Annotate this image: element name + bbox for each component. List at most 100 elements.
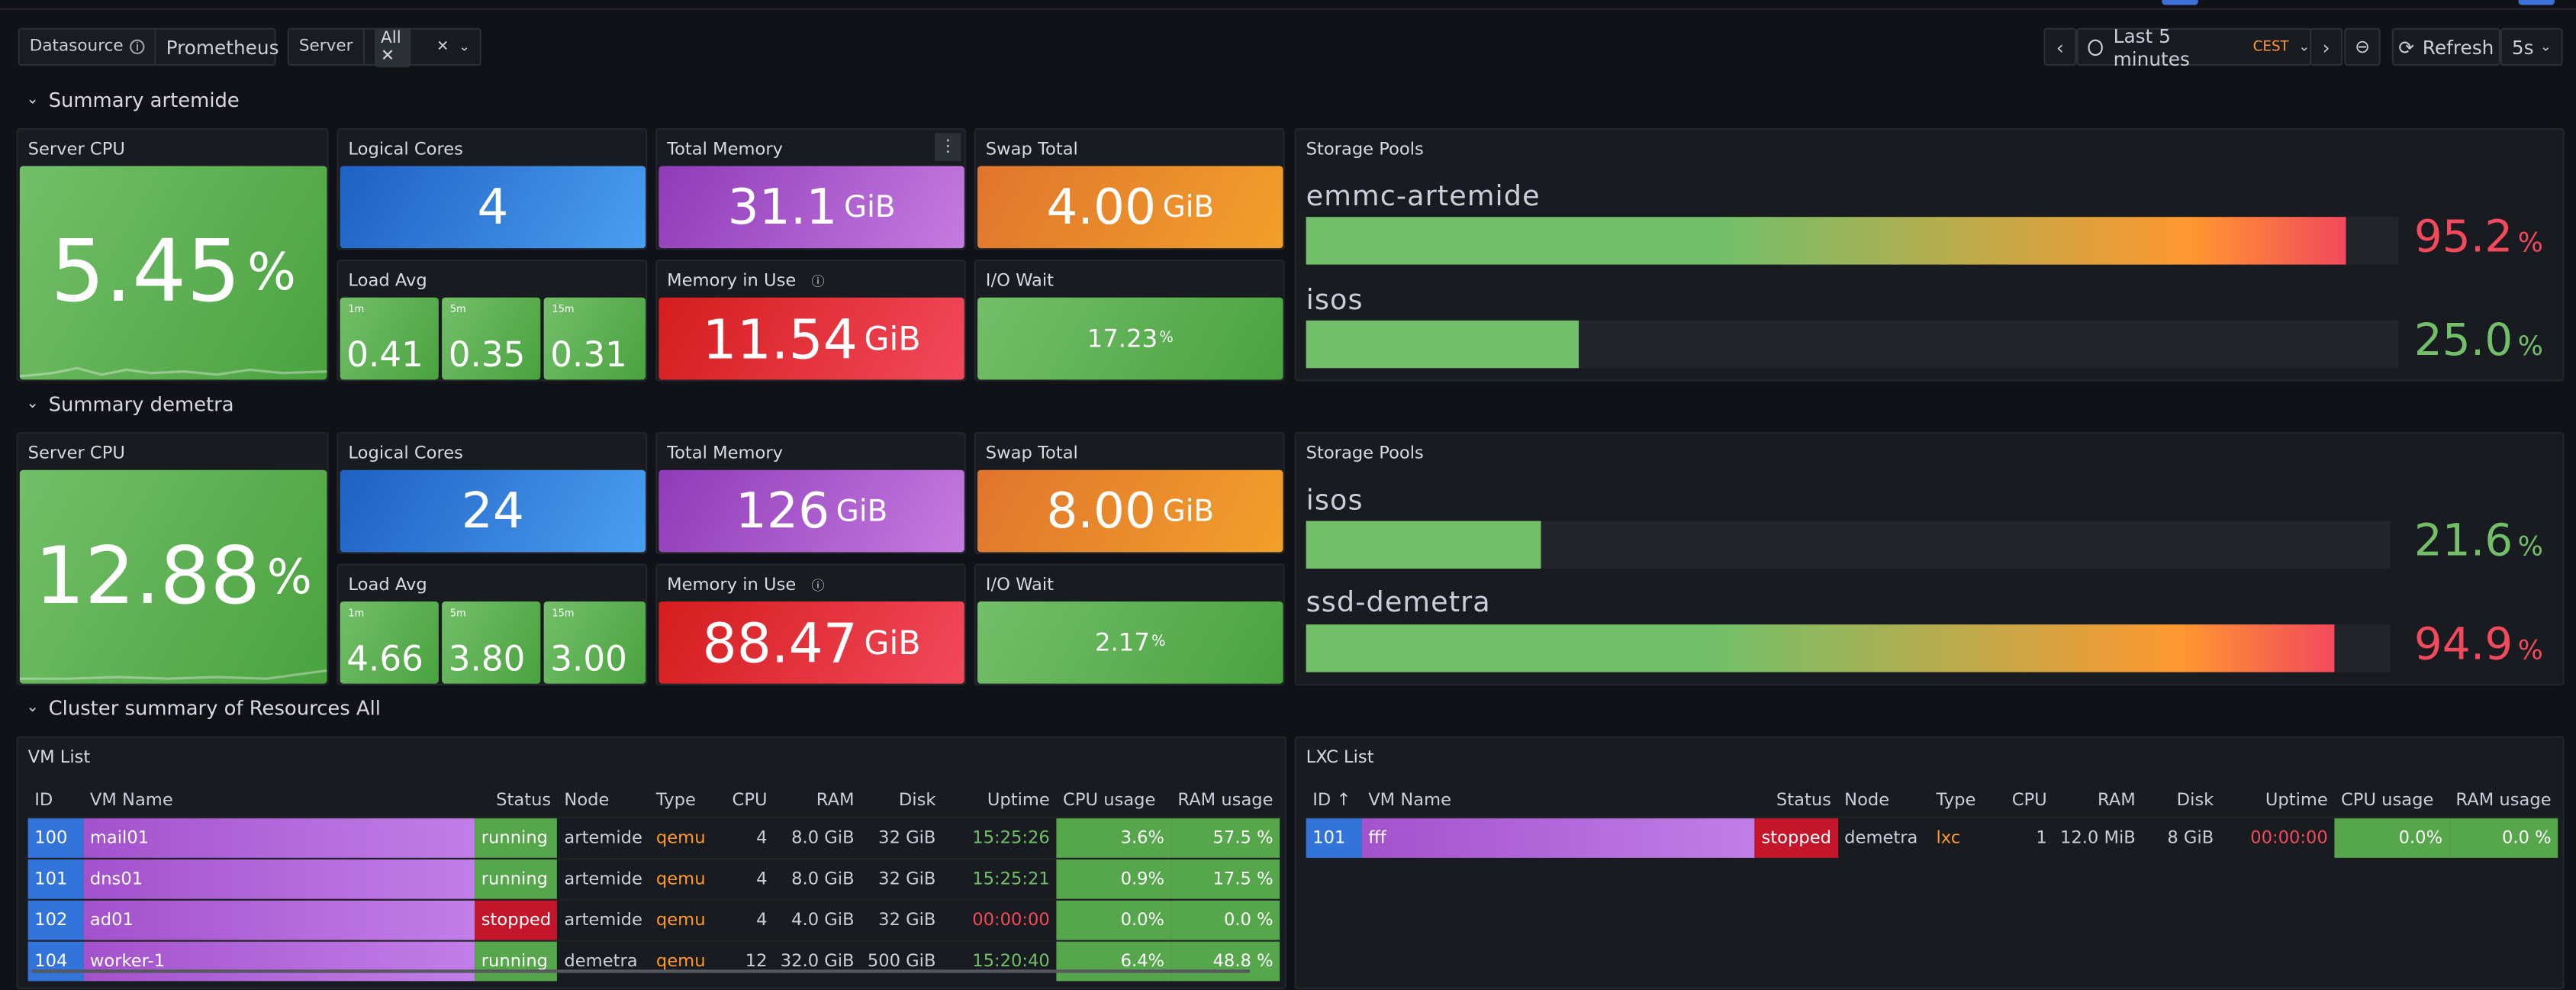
- column-header[interactable]: Type: [655, 790, 696, 810]
- row-header-cluster[interactable]: ⌄ Cluster summary of Resources All: [26, 697, 381, 720]
- column-header[interactable]: VM Name: [89, 790, 173, 810]
- panel-memory-in-use-demetra: Memory in Use ⓘ 88.47 GiB: [655, 563, 966, 685]
- stat-number: 12.88: [34, 530, 261, 623]
- panel-logical-cores-artemide: Logical Cores 4: [336, 127, 648, 250]
- column-header[interactable]: Uptime: [2265, 790, 2328, 810]
- pool-gauge-bar: [1306, 624, 2336, 672]
- chevron-down-icon: ⌄: [26, 700, 39, 717]
- load-1m: 1m 4.66: [340, 601, 439, 684]
- column-header[interactable]: ID: [34, 790, 53, 810]
- table-cell-cpu-usage: 3.6%: [1056, 815, 1171, 858]
- row-header-artemide[interactable]: ⌄ Summary artemide: [26, 89, 239, 111]
- table-cell-vm-name: fff: [1361, 815, 1755, 858]
- pool-unit: %: [2517, 227, 2543, 259]
- table-cell-id: 100: [27, 815, 84, 858]
- time-forward-button[interactable]: ›: [2310, 27, 2343, 66]
- panel-swap-total-demetra: Swap Total 8.00 GiB: [974, 432, 1285, 554]
- info-icon[interactable]: ⓘ: [811, 274, 825, 289]
- load-value: 0.35: [448, 335, 526, 375]
- column-header[interactable]: ID ↑: [1312, 790, 1351, 810]
- panel-lxc-list: LXC List ID ↑ VM Name Status Node Type CPU RAM…: [1294, 736, 2565, 990]
- row-title: Cluster summary of Resources All: [48, 696, 381, 721]
- server-variable: Server All ✕ ✕ ⌄: [287, 27, 481, 67]
- zoom-out-button[interactable]: ⊖: [2344, 27, 2381, 66]
- table-cell-cpu: 1: [1998, 815, 2054, 858]
- panel-server-cpu-artemide: Server CPU 5.45%: [16, 127, 329, 382]
- table-cell-node: demetra: [557, 939, 650, 982]
- column-header[interactable]: RAM: [816, 790, 855, 810]
- column-header[interactable]: Status: [1776, 790, 1831, 810]
- table-row[interactable]: 102 ad01 stopped artemide qemu 4 4.0 GiB 32 GiB…: [27, 898, 1280, 940]
- table-cell-cpu: 4: [718, 856, 774, 899]
- panel-menu-icon[interactable]: ⋮: [935, 133, 961, 161]
- load-label: 5m: [449, 304, 466, 316]
- column-header[interactable]: Uptime: [987, 790, 1050, 810]
- column-header[interactable]: Status: [496, 790, 552, 810]
- column-header[interactable]: CPU usage: [2341, 790, 2434, 810]
- column-header[interactable]: Disk: [898, 790, 936, 810]
- load-value: 3.00: [550, 639, 627, 679]
- table-row[interactable]: 100 mail01 running artemide qemu 4 8.0 GiB 32 G…: [27, 815, 1280, 858]
- info-icon[interactable]: ⓘ: [811, 578, 825, 594]
- table-row[interactable]: 104 worker-1 running demetra qemu 12 32.0 GiB 5…: [27, 939, 1280, 982]
- horizontal-scrollbar[interactable]: [31, 969, 1251, 973]
- table-cell-type: qemu: [649, 898, 719, 940]
- chevron-right-icon: ›: [2322, 35, 2330, 59]
- column-header[interactable]: RAM usage: [2455, 790, 2552, 810]
- remove-chip-icon[interactable]: ✕: [381, 47, 395, 66]
- stat-value: 88.47 GiB: [658, 601, 964, 684]
- clear-icon[interactable]: ✕: [436, 38, 449, 56]
- panel-io-wait-artemide: I/O Wait 17.23%: [974, 260, 1285, 382]
- pool-number: 25.0: [2413, 315, 2513, 367]
- timezone-label: CEST: [2252, 38, 2289, 56]
- column-header[interactable]: RAM usage: [1177, 790, 1274, 810]
- column-header[interactable]: CPU: [732, 790, 768, 810]
- column-header[interactable]: Node: [1844, 790, 1890, 810]
- table-cell-node: demetra: [1837, 815, 1930, 858]
- column-header[interactable]: VM Name: [1368, 790, 1452, 810]
- row-header-demetra[interactable]: ⌄ Summary demetra: [26, 393, 233, 416]
- panel-title: Server CPU: [27, 140, 125, 160]
- panel-io-wait-demetra: I/O Wait 2.17%: [974, 563, 1285, 685]
- column-header[interactable]: CPU: [2011, 790, 2047, 810]
- load-label: 15m: [552, 304, 575, 316]
- time-back-button[interactable]: ‹: [2043, 27, 2077, 66]
- table-cell-status: running: [475, 815, 558, 858]
- top-tab-indicator-2[interactable]: [2518, 0, 2555, 5]
- column-header[interactable]: RAM: [2098, 790, 2136, 810]
- column-header[interactable]: Type: [1936, 790, 1976, 810]
- top-tab-indicator[interactable]: [2162, 0, 2198, 5]
- zoom-out-icon: ⊖: [2355, 36, 2370, 58]
- pool-number: 21.6: [2413, 516, 2513, 567]
- column-header[interactable]: CPU usage: [1063, 790, 1156, 810]
- chevron-down-icon: ⌄: [2540, 39, 2552, 55]
- stat-value: 5.45%: [19, 166, 327, 380]
- pool-value: 25.0%: [2414, 315, 2543, 366]
- refresh-button[interactable]: ⟳ Refresh: [2391, 27, 2500, 66]
- stat-unit: %: [1159, 330, 1174, 347]
- clock-icon: [2088, 38, 2104, 56]
- stat-unit: GiB: [1162, 493, 1215, 529]
- stat-value: 31.1 GiB: [658, 166, 964, 249]
- table-row[interactable]: 101 fff stopped demetra lxc 1 12.0 MiB 8 GiB 00:…: [1306, 815, 2558, 858]
- stat-number: 8.00: [1046, 482, 1157, 540]
- stat-value: 17.23%: [977, 297, 1283, 380]
- pool-unit: %: [2517, 634, 2543, 666]
- load-15m: 15m 3.00: [543, 601, 646, 684]
- table-row[interactable]: 101 dns01 running artemide qemu 4 8.0 GiB 32 Gi…: [27, 856, 1280, 899]
- time-picker-button[interactable]: Last 5 minutes CEST ⌄: [2076, 24, 2312, 70]
- server-select[interactable]: All ✕ ✕ ⌄: [365, 27, 480, 67]
- stat-unit: GiB: [864, 319, 921, 358]
- stat-value: 4: [340, 166, 646, 249]
- row-title: Summary demetra: [48, 392, 234, 416]
- table-cell-ram: 8.0 GiB: [774, 815, 861, 858]
- table-cell-id: 101: [1306, 815, 1362, 858]
- refresh-interval-select[interactable]: 5s ⌄: [2500, 27, 2563, 66]
- column-header[interactable]: Node: [564, 790, 610, 810]
- datasource-label-wrap: Datasource i: [19, 29, 156, 64]
- table-cell-disk: 8 GiB: [2142, 815, 2220, 858]
- sparkline: [19, 669, 327, 680]
- chevron-down-icon: ⌄: [26, 395, 39, 413]
- column-header[interactable]: Disk: [2176, 790, 2214, 810]
